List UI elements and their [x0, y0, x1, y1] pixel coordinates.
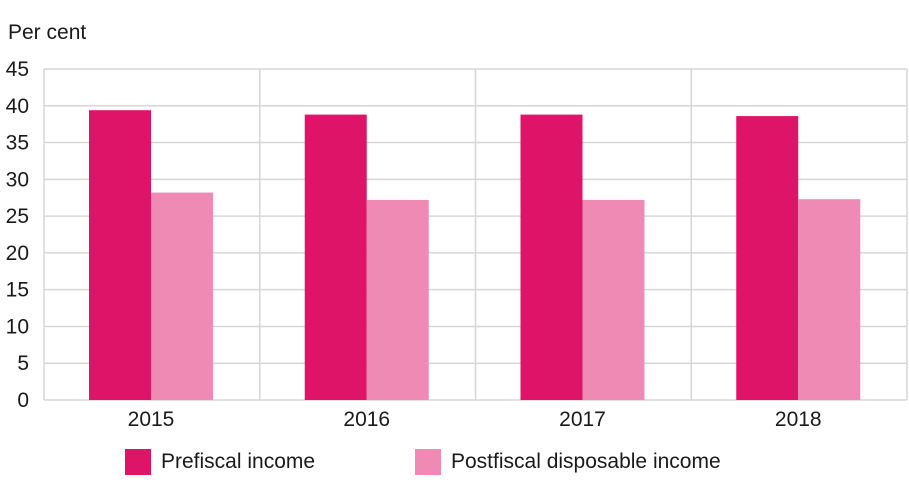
y-axis-label: Per cent [8, 21, 87, 44]
y-tick-label-35: 35 [6, 132, 29, 155]
bar-prefiscal-2017 [520, 114, 583, 401]
bars [89, 110, 861, 401]
legend-label-prefiscal: Prefiscal income [161, 450, 316, 473]
y-tick-label-45: 45 [6, 58, 29, 81]
legend-label-postfiscal: Postfiscal disposable income [451, 450, 721, 473]
x-tick-label-2016: 2016 [343, 408, 390, 431]
legend-swatch-prefiscal [125, 449, 151, 475]
y-tick-label-30: 30 [6, 168, 29, 191]
y-tick-label-15: 15 [6, 279, 29, 302]
bar-prefiscal-2015 [89, 110, 151, 401]
bar-postfiscal-2018 [798, 199, 861, 400]
y-tick-label-40: 40 [6, 95, 29, 118]
y-tick-label-0: 0 [17, 389, 29, 412]
legend: Prefiscal income Postfiscal disposable i… [0, 447, 909, 477]
y-tick-label-5: 5 [17, 352, 29, 375]
legend-swatch-postfiscal [415, 449, 441, 475]
legend-item-prefiscal: Prefiscal income [125, 447, 315, 477]
y-tick-labels: 0 5 10 15 20 25 30 35 40 45 [6, 58, 29, 412]
bar-prefiscal-2018 [736, 116, 799, 400]
x-tick-labels: 2015 2016 2017 2018 [128, 408, 822, 431]
y-tick-label-10: 10 [6, 315, 29, 338]
bar-prefiscal-2016 [304, 114, 367, 401]
bar-postfiscal-2015 [151, 192, 213, 400]
bar-postfiscal-2016 [366, 199, 429, 400]
x-tick-label-2015: 2015 [128, 408, 175, 431]
x-tick-label-2018: 2018 [775, 408, 822, 431]
bar-postfiscal-2017 [582, 199, 645, 400]
y-tick-label-20: 20 [6, 242, 29, 265]
legend-item-postfiscal: Postfiscal disposable income [415, 447, 721, 477]
y-tick-label-25: 25 [6, 205, 29, 228]
x-tick-label-2017: 2017 [559, 408, 606, 431]
